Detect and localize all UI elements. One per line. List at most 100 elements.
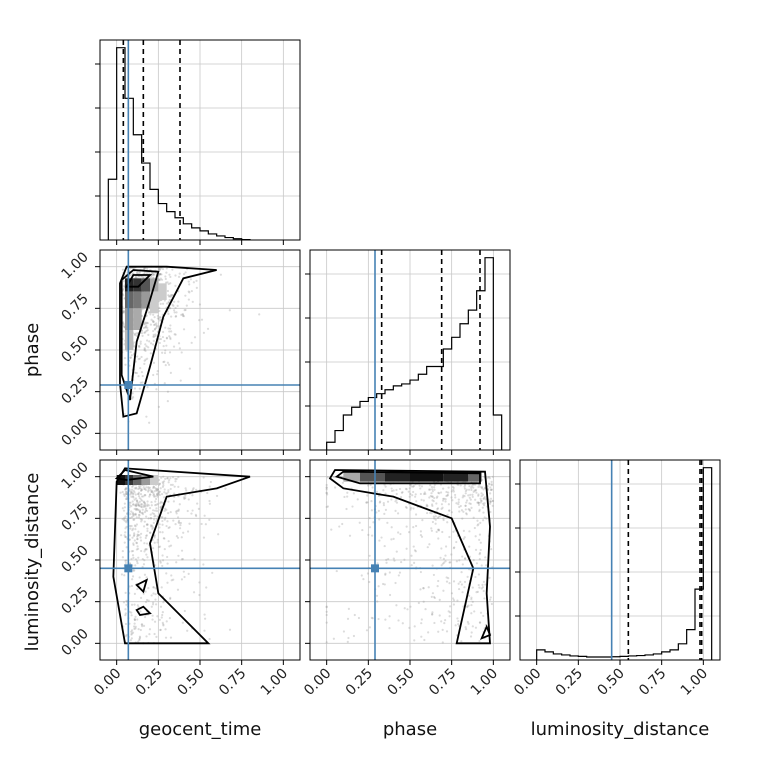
sample-point [168,295,172,298]
sample-point [185,489,188,492]
sample-point [342,630,346,633]
sample-point [431,495,434,498]
sample-point [428,543,431,546]
sample-point [175,477,178,481]
sample-point [128,538,131,541]
sample-point [438,614,441,617]
sample-point [145,515,148,518]
sample-point [137,491,141,494]
sample-point [414,550,417,553]
sample-point [156,541,159,544]
sample-point [468,530,471,533]
sample-point [334,486,337,489]
sample-point [395,501,399,504]
sample-point [433,488,436,491]
sample-point [130,516,134,519]
sample-point [143,542,146,545]
sample-point [463,483,467,487]
sample-point [158,526,161,529]
sample-point [180,351,183,354]
sample-point [155,487,159,490]
sample-point [140,503,144,506]
sample-point [445,630,449,633]
sample-point [164,277,167,281]
sample-point [172,519,175,522]
sample-point [133,491,136,494]
sample-point [181,621,184,624]
sample-point [176,536,180,539]
sample-point [419,533,422,537]
sample-point [167,312,170,315]
sample-point [377,494,380,498]
sample-point [161,351,164,354]
sample-point [149,513,152,516]
sample-point [420,535,424,538]
sample-point [341,481,344,484]
sample-point [132,556,135,559]
sample-point [167,526,170,530]
sample-point [167,478,171,482]
sample-point [145,345,148,348]
sample-point [146,503,149,506]
sample-point [155,326,158,330]
sample-point [433,496,436,500]
x-tick-label: 1.00 [258,666,291,699]
sample-point [474,489,477,492]
sample-point [474,626,478,629]
sample-point [390,538,393,541]
sample-point [470,485,474,488]
sample-point [184,308,187,312]
sample-point [174,315,178,318]
sample-point [408,531,411,534]
sample-point [160,476,163,479]
sample-point [491,504,494,507]
sample-point [191,494,194,497]
sample-point [134,564,137,567]
sample-point [425,503,428,506]
sample-point [143,573,147,576]
sample-point [133,345,136,348]
sample-point [352,492,355,495]
sample-point [135,272,138,275]
sample-point [187,298,190,301]
sample-point [397,619,400,622]
sample-point [433,595,436,599]
sample-point [167,282,170,286]
sample-point [122,287,125,291]
sample-point [125,497,128,501]
sample-point [138,637,141,640]
sample-point [203,629,206,632]
sample-point [431,612,434,616]
sample-point [382,582,385,586]
sample-point [137,516,141,519]
sample-point [143,501,147,504]
sample-point [164,507,167,510]
sample-point [143,502,147,506]
sample-point [177,521,180,524]
sample-point [384,485,387,488]
sample-point [403,558,406,561]
sample-point [197,507,200,510]
sample-point [224,487,227,490]
sample-point [138,511,142,514]
sample-point [164,636,168,639]
sample-point [436,495,439,498]
sample-point [193,336,197,339]
sample-point [430,503,434,506]
sample-point [419,487,422,490]
sample-point [387,557,390,561]
sample-point [452,486,455,490]
sample-point [484,556,487,559]
sample-point [326,476,329,479]
y-tick-label: 0.75 [58,291,91,324]
sample-point [132,569,135,572]
x-tick-label: 0.50 [174,666,207,699]
sample-point [184,487,187,490]
density-cell [125,278,134,292]
sample-point [384,618,387,621]
sample-point [477,583,480,587]
sample-point [151,618,154,621]
sample-point [138,509,142,512]
sample-point [135,334,138,337]
sample-point [434,515,437,518]
